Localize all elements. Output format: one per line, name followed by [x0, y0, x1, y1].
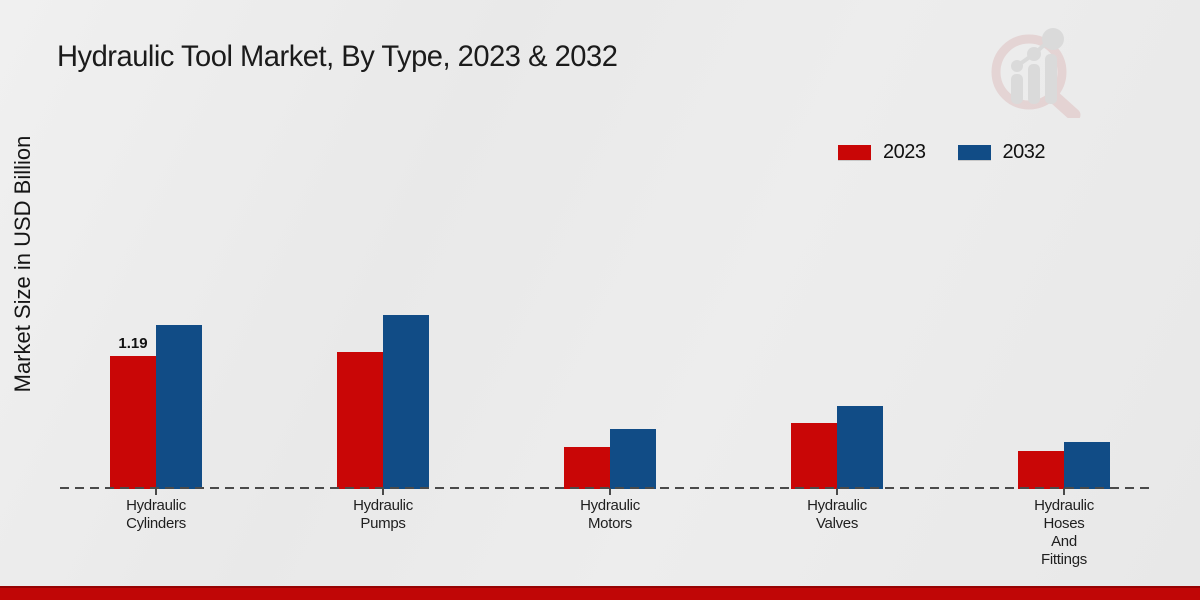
- bar-2023-hydraulic-valves: [791, 423, 837, 489]
- category-label-hydraulic-hoses-and-fittings: Hydraulic Hoses And Fittings: [1034, 497, 1094, 568]
- bar-chart-magnifier-logo-icon: [991, 28, 1081, 118]
- footer-red-band: [0, 586, 1200, 600]
- category-label-hydraulic-motors: Hydraulic Motors: [580, 497, 640, 532]
- bar-2032-hydraulic-hoses-and-fittings: [1064, 442, 1110, 489]
- x-axis-tick: [1063, 488, 1065, 495]
- bar-2023-hydraulic-cylinders: [110, 356, 156, 489]
- bar-2023-hydraulic-motors: [564, 447, 610, 489]
- bar-2023-hydraulic-hoses-and-fittings: [1018, 451, 1064, 489]
- bar-2032-hydraulic-valves: [837, 406, 883, 489]
- x-axis-tick: [382, 488, 384, 495]
- category-label-hydraulic-pumps: Hydraulic Pumps: [353, 497, 413, 532]
- bar-2032-hydraulic-pumps: [383, 315, 429, 489]
- legend-item-2032: 2032: [957, 141, 1046, 164]
- legend-item-2023: 2023: [838, 141, 926, 164]
- bar-2032-hydraulic-cylinders: [156, 325, 202, 489]
- legend: 2023 2032: [838, 141, 1045, 164]
- legend-swatch-2032: [957, 145, 991, 160]
- chart-title: Hydraulic Tool Market, By Type, 2023 & 2…: [57, 40, 618, 73]
- bar-value-label: 1.19: [118, 335, 148, 352]
- x-axis-baseline: [60, 487, 1155, 489]
- legend-label-2023: 2023: [883, 141, 926, 163]
- bar-2023-hydraulic-pumps: [337, 352, 383, 489]
- x-axis-tick: [836, 488, 838, 495]
- legend-swatch-2023: [838, 145, 871, 160]
- x-axis-tick: [609, 488, 611, 495]
- category-label-hydraulic-valves: Hydraulic Valves: [807, 497, 867, 532]
- bar-2032-hydraulic-motors: [610, 429, 656, 489]
- x-axis-tick: [155, 488, 157, 495]
- legend-label-2032: 2032: [1002, 141, 1046, 163]
- category-label-hydraulic-cylinders: Hydraulic Cylinders: [126, 497, 186, 532]
